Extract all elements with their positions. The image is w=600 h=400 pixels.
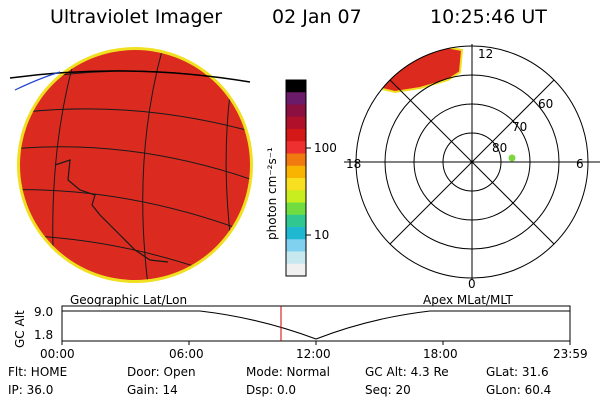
left-caption: Geographic Lat/Lon — [70, 293, 188, 307]
altitude-ylabel: GC Alt — [13, 310, 27, 348]
altitude-xtick-0000: 00:00 — [40, 347, 75, 361]
colorbar-band — [286, 165, 306, 179]
mlt-label-18: 18 — [346, 157, 362, 171]
status-gc-alt: GC Alt: 4.3 Re — [365, 365, 449, 379]
altitude-ytick-9: 9.0 — [34, 305, 54, 319]
status-dsp: Dsp: 0.0 — [246, 383, 297, 397]
colorbar-band — [286, 227, 306, 240]
colorbar-band — [286, 202, 306, 216]
mlat-label-60: 60 — [538, 97, 554, 111]
colorbar — [286, 80, 306, 277]
satellite-footprint-marker — [508, 154, 516, 162]
colorbar-band — [286, 92, 306, 105]
colorbar-band — [286, 80, 306, 93]
time-label: 10:25:46 UT — [430, 6, 547, 28]
colorbar-band — [286, 263, 306, 277]
polar-plot — [344, 44, 600, 280]
colorbar-band — [286, 251, 306, 265]
colorbar-band — [286, 129, 306, 142]
colorbar-band — [286, 141, 306, 154]
colorbar-tick-10: 10 — [314, 228, 330, 242]
status-flt: Flt: HOME — [8, 365, 68, 379]
date-label: 02 Jan 07 — [272, 6, 362, 28]
mlat-label-80: 80 — [492, 141, 508, 155]
mlt-label-6: 6 — [576, 157, 584, 171]
status-seq: Seq: 20 — [365, 383, 411, 397]
status-door: Door: Open — [127, 365, 196, 379]
altitude-xtick-1200: 12:00 — [296, 347, 331, 361]
mlt-label-12: 12 — [478, 47, 494, 61]
colorbar-tick-100: 100 — [314, 141, 337, 155]
colorbar-band — [286, 214, 306, 228]
mlt-label-0: 0 — [468, 277, 476, 291]
uv-image-disk — [9, 47, 253, 283]
status-ip: IP: 36.0 — [8, 383, 54, 397]
colorbar-unit-label: photon cm⁻²s⁻¹ — [265, 147, 279, 240]
mlat-label-70: 70 — [512, 120, 528, 134]
instrument-title: Ultraviolet Imager — [50, 6, 223, 28]
colorbar-band — [286, 178, 306, 191]
altitude-plot — [61, 305, 571, 345]
right-caption: Apex MLat/MLT — [423, 293, 513, 307]
status-gain: Gain: 14 — [127, 383, 178, 397]
colorbar-band — [286, 104, 306, 118]
status-glon: GLon: 60.4 — [486, 383, 552, 397]
status-mode: Mode: Normal — [246, 365, 330, 379]
altitude-xtick-0600: 06:00 — [169, 347, 204, 361]
status-glat: GLat: 31.6 — [486, 365, 549, 379]
colorbar-band — [286, 190, 306, 203]
altitude-xtick-2359: 23:59 — [553, 347, 588, 361]
altitude-ytick-1-8: 1.8 — [34, 328, 54, 342]
colorbar-band — [286, 153, 306, 167]
colorbar-band — [286, 116, 306, 130]
colorbar-band — [286, 239, 306, 252]
altitude-xtick-1800: 18:00 — [423, 347, 458, 361]
